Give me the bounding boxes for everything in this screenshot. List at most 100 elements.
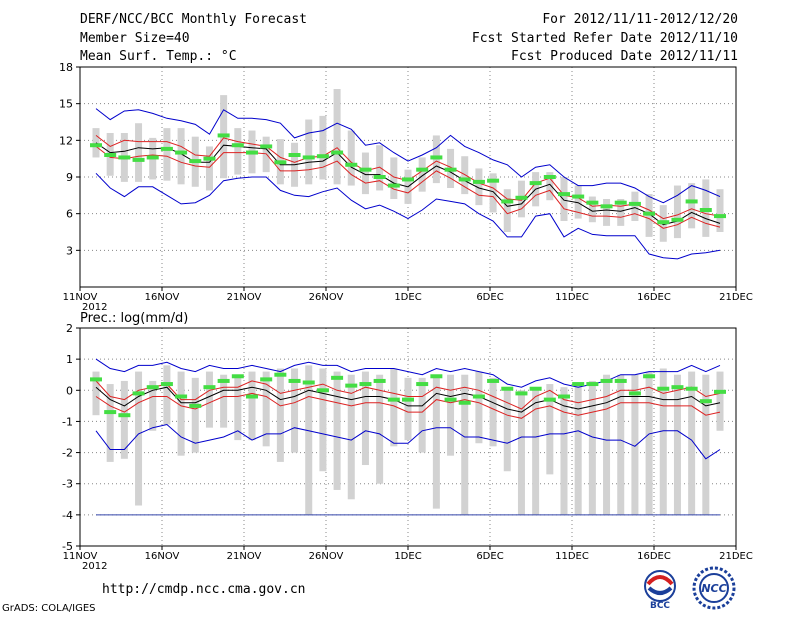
temp-observed-mark [203,156,216,161]
temp-observed-mark [487,178,500,183]
prec-ensemble-box [149,380,157,431]
prec-observed-mark [628,391,641,396]
temp-observed-mark [685,199,698,204]
prec-variable-label: Prec.: log(mm/d) [80,311,188,326]
temp-observed-mark [458,177,471,182]
grads-credit: GrADS: COLA/IGES [2,603,96,614]
forecast-date-range: For 2012/11/11-2012/12/20 [542,12,738,27]
prec-observed-mark [543,397,556,402]
prec-series-upper [95,380,721,410]
prec-observed-mark [175,394,188,399]
prec-ensemble-box [659,368,667,515]
member-size: Member Size=40 [80,31,190,46]
prec-observed-mark [146,385,159,390]
temp-observed-mark [175,150,188,155]
prec-ytick-label: -1 [62,415,73,428]
prec-observed-mark [246,394,258,399]
prec-ytick-label: -2 [62,447,73,460]
prec-observed-mark [501,386,514,391]
prec-observed-mark [643,374,656,379]
ncc-logo-text: NCC [701,582,726,595]
temp-observed-mark [104,153,117,157]
temp-xtick-label: 11DEC [555,292,589,303]
temp-ensemble-box [92,128,100,158]
prec-ensemble-box [347,374,355,500]
prec-observed-mark [416,382,429,387]
prec-observed-mark [90,377,102,382]
prec-ensemble-box [404,377,412,441]
prec-ensemble-box [645,371,653,515]
prec-ensemble-box [120,380,128,459]
temp-xtick-label: 11NOV [63,292,98,303]
prec-ytick-label: 0 [66,384,73,397]
prec-xtick-label: 11DEC [555,551,589,562]
prec-xtick-label: 16DEC [637,551,671,562]
source-url[interactable]: http://cmdp.ncc.cma.gov.cn [102,582,306,597]
prec-ensemble-box [376,374,384,484]
prec-xtick-label: 21NOV [227,551,262,562]
temp-observed-mark [118,155,131,160]
temp-ytick-label: 12 [59,134,73,147]
prec-observed-mark [260,377,273,382]
prec-observed-mark [231,374,244,379]
temp-ensemble-box [135,123,143,182]
temp-ensemble-box [588,196,596,223]
temp-observed-mark [146,155,159,160]
temp-observed-mark [657,220,670,225]
prec-observed-mark [302,380,315,385]
temp-xtick-label: 21DEC [719,292,753,303]
temp-observed-mark [402,177,414,182]
prec-ensemble-box [673,374,681,515]
prec-observed-mark [387,397,400,402]
prec-series-mean [95,386,721,413]
prec-ensemble-box [177,371,185,456]
prec-xtick-label: 11NOV [63,551,98,562]
prec-observed-mark [373,378,386,383]
temp-xtick-label: 6DEC [476,292,503,303]
prec-observed-mark [600,378,613,383]
prec-xtick-label: 16NOV [145,551,180,562]
prec-observed-mark [515,391,528,396]
temp-ensemble-box [347,130,355,186]
temp-ensemble-box [673,185,681,239]
prec-observed-mark [714,389,726,394]
prec-ensemble-box [191,377,199,453]
prec-observed-mark [572,382,585,387]
temp-observed-mark [430,155,443,160]
temp-observed-mark [472,179,485,184]
prec-xtick-label: 6DEC [476,551,503,562]
prec-ensemble-box [503,387,511,472]
prec-ensemble-box [517,390,525,515]
prec-observed-mark [274,372,287,377]
temp-observed-mark [359,167,372,172]
temp-observed-mark [160,146,173,151]
prec-ensemble-box [305,365,313,515]
prec-observed-mark [657,386,670,391]
prec-observed-mark [359,382,372,387]
temp-series-lower [95,146,721,229]
temp-ensemble-box [163,128,171,181]
prec-observed-mark [558,394,570,399]
temp-ensemble-box [361,152,369,195]
prec-panel: -5 -4 -3 -2 -1 0 1 2 11NOV 16NOV 21NOV 26NOV 1DEC 6DE… [62,322,753,572]
prec-ensemble-box [262,371,270,447]
prec-ensemble-box [135,371,143,506]
prec-ytick-label: -4 [62,509,73,522]
temp-observed-mark [572,194,585,199]
prec-observed-mark [430,374,443,379]
temp-observed-mark [373,175,386,179]
temp-xtick-label: 26NOV [309,292,344,303]
prec-xtick-label: 21DEC [719,551,753,562]
prec-observed-mark [529,386,542,391]
prec-observed-mark [487,378,500,383]
prec-ensemble-box [432,374,440,509]
temp-ensemble-box [418,157,426,192]
temp-observed-mark [189,159,202,164]
prec-ensemble-box [234,374,242,441]
temp-observed-mark [274,160,287,165]
temp-observed-mark [345,162,358,167]
prec-observed-mark [104,410,117,415]
prec-observed-mark [458,400,471,405]
temp-ensemble-box [205,146,213,191]
temp-observed-mark [643,211,656,216]
